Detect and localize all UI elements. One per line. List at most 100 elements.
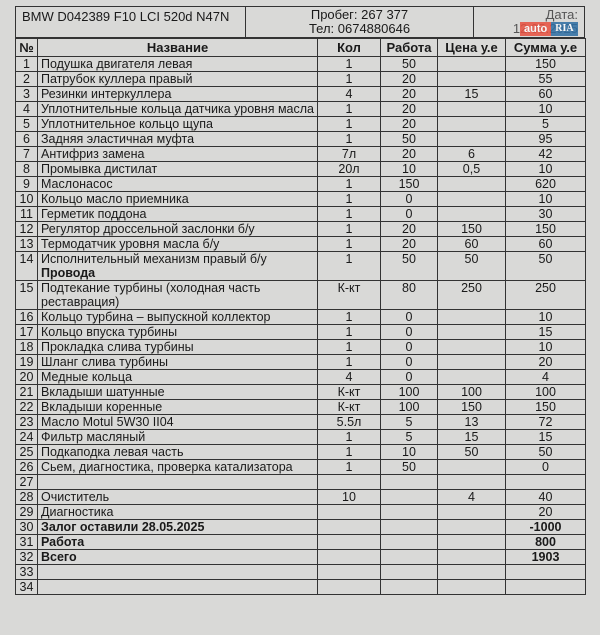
item-qty bbox=[317, 549, 381, 565]
row-number-text: 10 bbox=[19, 192, 34, 206]
item-sum-text: 150 bbox=[535, 57, 556, 71]
item-work: 0 bbox=[380, 339, 438, 355]
item-name: Подушка двигателя левая bbox=[37, 56, 318, 72]
item-name-text: Медные кольца bbox=[41, 370, 133, 384]
item-work-text: 50 bbox=[402, 132, 416, 146]
row-number: 10 bbox=[15, 191, 38, 207]
row-number-text: 28 bbox=[19, 490, 34, 504]
item-price-text: 50 bbox=[464, 252, 479, 266]
table-row: 13 Термодатчик уровня масла б/у 1 20 60 60 bbox=[15, 236, 586, 252]
item-name: Патрубок куллера правый bbox=[37, 71, 318, 87]
item-qty: 1 bbox=[317, 236, 381, 252]
item-price bbox=[437, 131, 506, 147]
item-work-text: 20 bbox=[402, 117, 416, 131]
item-qty: 1 bbox=[317, 309, 381, 325]
item-sum: 800 bbox=[505, 534, 586, 550]
logo-auto: auto bbox=[520, 22, 552, 36]
item-work: 20 bbox=[380, 221, 438, 237]
item-work-text: 80 bbox=[402, 281, 416, 295]
item-qty bbox=[317, 564, 381, 580]
item-name-text: Подушка двигателя левая bbox=[41, 57, 193, 71]
item-qty-text: 1 bbox=[345, 102, 353, 116]
item-price: 50 bbox=[437, 251, 506, 281]
item-sum-text: 100 bbox=[535, 385, 556, 399]
item-work-text: 10 bbox=[402, 445, 416, 459]
item-qty-text: К-кт bbox=[337, 281, 361, 295]
item-price: 50 bbox=[437, 444, 506, 460]
item-name bbox=[37, 579, 318, 595]
item-qty-text: 5.5л bbox=[336, 415, 362, 429]
row-number: 27 bbox=[15, 474, 38, 490]
item-name: Промывка дистилат bbox=[37, 161, 318, 177]
row-number-text: 23 bbox=[19, 415, 34, 429]
row-number-text: 22 bbox=[19, 400, 34, 414]
row-number: 7 bbox=[15, 146, 38, 162]
item-sum-text: 50 bbox=[538, 252, 553, 266]
item-name: Уплотнительные кольца датчика уровня мас… bbox=[37, 101, 318, 117]
item-sum-text: 620 bbox=[535, 177, 556, 191]
item-name-text: Патрубок куллера правый bbox=[41, 72, 193, 86]
item-price-text: 6 bbox=[468, 147, 475, 161]
item-name: Диагностика bbox=[37, 504, 318, 520]
item-sum: 60 bbox=[505, 236, 586, 252]
item-qty: 4 bbox=[317, 369, 381, 385]
col-number: № bbox=[15, 38, 38, 57]
table-row: 17 Кольцо впуска турбины 1 0 15 bbox=[15, 324, 586, 340]
item-name: Масло Motul 5W30 II04 bbox=[37, 414, 318, 430]
row-number-text: 18 bbox=[19, 340, 34, 354]
item-work: 0 bbox=[380, 191, 438, 207]
contact-info: Пробег: 267 377 Тел: 0674880646 bbox=[246, 7, 474, 37]
item-name: Антифриз замена bbox=[37, 146, 318, 162]
item-sum: -1000 bbox=[505, 519, 586, 535]
item-sum: 55 bbox=[505, 71, 586, 87]
item-qty-text: 1 bbox=[345, 72, 353, 86]
item-name-text: Кольцо впуска турбины bbox=[41, 325, 178, 339]
item-name: Кольцо турбина – выпускной коллектор bbox=[37, 309, 318, 325]
item-work-text: 0 bbox=[405, 325, 413, 339]
item-work: 20 bbox=[380, 236, 438, 252]
item-name-text: Сьем, диагностика, проверка катализатора bbox=[41, 460, 293, 474]
item-qty-text: 7л bbox=[341, 147, 357, 161]
item-qty-text: К-кт bbox=[337, 400, 361, 414]
item-qty-text: К-кт bbox=[337, 385, 361, 399]
item-name: Резинки интеркуллера bbox=[37, 86, 318, 102]
item-qty: 20л bbox=[317, 161, 381, 177]
item-name: Прокладка слива турбины bbox=[37, 339, 318, 355]
item-sum-text: 95 bbox=[538, 132, 553, 146]
table-row: 7 Антифриз замена 7л 20 6 42 bbox=[15, 146, 586, 162]
item-name bbox=[37, 474, 318, 490]
table-row: 26 Сьем, диагностика, проверка катализато… bbox=[15, 459, 586, 475]
item-name-text: Герметик поддона bbox=[41, 207, 147, 221]
item-sum bbox=[505, 579, 586, 595]
item-name-text: Работа bbox=[41, 535, 85, 549]
item-price-text: 150 bbox=[461, 222, 482, 236]
item-name: Регулятор дроссельной заслонки б/у bbox=[37, 221, 318, 237]
table-row: 28 Очиститель 10 4 40 bbox=[15, 489, 586, 505]
item-name-text: Вкладыши шатунные bbox=[41, 385, 165, 399]
item-work: 80 bbox=[380, 280, 438, 310]
item-sum: 15 bbox=[505, 324, 586, 340]
item-qty: К-кт bbox=[317, 399, 381, 415]
item-name-text: Промывка дистилат bbox=[41, 162, 158, 176]
item-sum-text: 42 bbox=[538, 147, 553, 161]
item-qty-text: 1 bbox=[345, 252, 353, 266]
vehicle-info: BMW D042389 F10 LCI 520d N47N bbox=[16, 7, 246, 37]
table-row: 14 Исполнительный механизм правый б/у Пров… bbox=[15, 251, 586, 281]
item-price: 60 bbox=[437, 236, 506, 252]
item-name-text: Термодатчик уровня масла б/у bbox=[41, 237, 220, 251]
item-sum-text: 250 bbox=[535, 281, 556, 295]
item-name: Медные кольца bbox=[37, 369, 318, 385]
item-sum-text: -1000 bbox=[529, 520, 562, 534]
item-qty: 1 bbox=[317, 206, 381, 222]
row-number: 21 bbox=[15, 384, 38, 400]
row-number: 3 bbox=[15, 86, 38, 102]
row-number-text: 19 bbox=[19, 355, 34, 369]
item-sum-text: 55 bbox=[538, 72, 553, 86]
table-row: 1 Подушка двигателя левая 1 50 150 bbox=[15, 56, 586, 72]
item-price: 15 bbox=[437, 429, 506, 445]
row-number-text: 29 bbox=[19, 505, 34, 519]
item-name-text: Антифриз замена bbox=[41, 147, 145, 161]
row-number: 19 bbox=[15, 354, 38, 370]
item-price: 15 bbox=[437, 86, 506, 102]
item-name-text: Подкаподка левая часть bbox=[41, 445, 184, 459]
